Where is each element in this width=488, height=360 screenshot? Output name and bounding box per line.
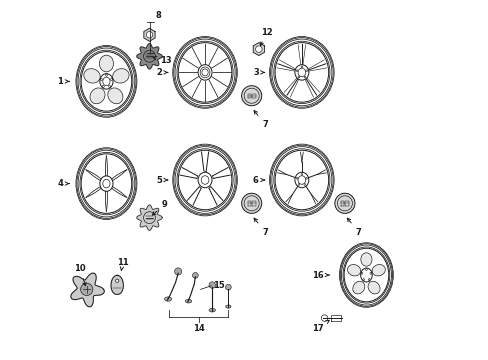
Circle shape (241, 193, 261, 213)
Ellipse shape (90, 88, 105, 104)
Text: 11: 11 (117, 258, 128, 267)
Ellipse shape (225, 305, 230, 308)
Polygon shape (137, 205, 162, 230)
Text: 17: 17 (311, 320, 328, 333)
Circle shape (255, 46, 262, 52)
Text: 15: 15 (213, 281, 224, 290)
Text: 12: 12 (260, 28, 272, 46)
Text: 1: 1 (58, 77, 69, 86)
Circle shape (208, 282, 215, 288)
Ellipse shape (347, 265, 360, 276)
Polygon shape (137, 44, 162, 69)
Circle shape (143, 212, 155, 224)
Text: 2: 2 (156, 68, 167, 77)
Circle shape (81, 283, 93, 296)
Ellipse shape (352, 281, 364, 294)
Text: 10: 10 (74, 264, 86, 286)
Ellipse shape (208, 309, 215, 312)
Polygon shape (111, 275, 123, 294)
Text: 3: 3 (253, 68, 264, 77)
Ellipse shape (99, 55, 113, 72)
Circle shape (174, 268, 182, 275)
Polygon shape (253, 42, 264, 55)
Circle shape (334, 193, 354, 213)
Text: 7: 7 (254, 111, 267, 129)
Ellipse shape (185, 300, 191, 303)
Ellipse shape (371, 265, 385, 276)
Text: 8: 8 (155, 12, 161, 21)
Ellipse shape (367, 281, 379, 294)
Circle shape (115, 279, 119, 282)
Ellipse shape (83, 69, 100, 83)
Text: 16: 16 (311, 270, 328, 279)
Ellipse shape (164, 297, 171, 301)
Text: 5: 5 (156, 176, 167, 185)
Text: 7: 7 (254, 218, 267, 237)
Ellipse shape (360, 253, 371, 266)
Text: 14: 14 (192, 324, 204, 333)
Polygon shape (143, 28, 155, 41)
Circle shape (143, 50, 155, 62)
Ellipse shape (112, 69, 129, 83)
Text: 13: 13 (153, 56, 171, 65)
Text: 6: 6 (252, 176, 264, 185)
Ellipse shape (107, 88, 122, 104)
Circle shape (192, 273, 198, 278)
Polygon shape (71, 273, 104, 307)
Text: 9: 9 (152, 200, 167, 215)
Circle shape (241, 86, 261, 106)
Text: 7: 7 (346, 218, 361, 237)
Text: 4: 4 (58, 179, 69, 188)
Circle shape (146, 32, 152, 38)
Circle shape (225, 284, 231, 290)
